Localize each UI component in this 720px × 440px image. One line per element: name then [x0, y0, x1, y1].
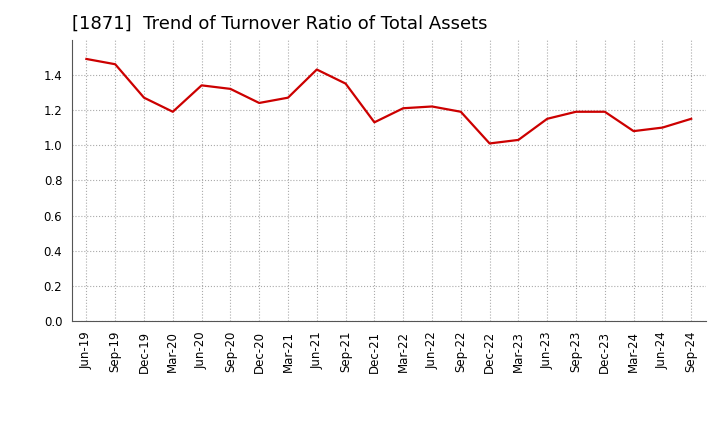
Text: [1871]  Trend of Turnover Ratio of Total Assets: [1871] Trend of Turnover Ratio of Total … [72, 15, 487, 33]
